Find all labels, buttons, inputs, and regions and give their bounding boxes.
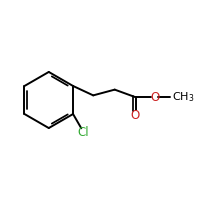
Text: O: O [130, 109, 140, 122]
Text: CH$_3$: CH$_3$ [172, 90, 194, 104]
Text: O: O [150, 91, 159, 104]
Text: Cl: Cl [77, 126, 89, 139]
